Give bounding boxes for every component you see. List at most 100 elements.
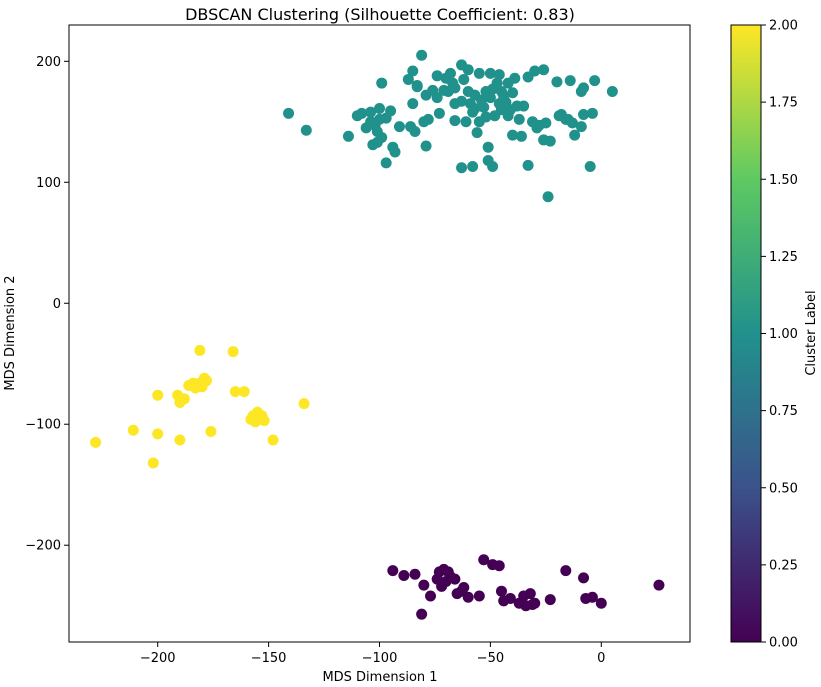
data-point-cluster-0: [473, 590, 485, 602]
data-point-cluster-1: [502, 110, 514, 122]
data-point-cluster-2: [147, 457, 159, 469]
data-point-cluster-1: [529, 65, 541, 77]
data-point-cluster-1: [578, 109, 590, 121]
data-point-cluster-0: [387, 565, 399, 577]
data-point-cluster-1: [444, 67, 456, 79]
data-point-cluster-0: [653, 579, 665, 591]
data-point-cluster-0: [418, 579, 430, 591]
colorbar-tick-label: 1.25: [769, 250, 798, 265]
data-point-cluster-1: [405, 121, 417, 133]
data-point-cluster-1: [449, 115, 461, 127]
data-point-cluster-1: [522, 159, 534, 171]
data-point-cluster-1: [498, 90, 510, 102]
data-point-cluster-1: [431, 70, 443, 82]
data-point-cluster-0: [416, 608, 428, 620]
data-point-cluster-1: [407, 65, 419, 77]
data-point-cluster-0: [398, 569, 410, 581]
data-point-cluster-1: [553, 110, 565, 122]
data-point-cluster-1: [569, 129, 581, 141]
data-point-cluster-1: [471, 127, 483, 139]
data-point-cluster-1: [513, 113, 525, 125]
data-point-cluster-1: [584, 161, 596, 173]
data-point-cluster-1: [493, 69, 505, 81]
data-point-cluster-1: [342, 130, 354, 142]
data-point-cluster-0: [462, 591, 474, 603]
data-point-cluster-2: [174, 396, 186, 408]
data-point-cluster-0: [495, 585, 507, 597]
data-point-cluster-1: [416, 49, 428, 61]
data-point-cluster-0: [478, 554, 490, 566]
data-point-cluster-1: [462, 64, 474, 76]
y-tick-label: 0: [53, 297, 61, 312]
data-point-cluster-0: [560, 565, 572, 577]
data-point-cluster-1: [469, 102, 481, 114]
data-point-cluster-1: [389, 146, 401, 158]
x-axis-label: MDS Dimension 1: [322, 670, 437, 685]
data-point-cluster-1: [467, 161, 479, 173]
data-point-cluster-1: [402, 73, 414, 85]
data-point-cluster-2: [267, 434, 279, 446]
data-point-cluster-1: [533, 119, 545, 131]
data-point-cluster-1: [487, 161, 499, 173]
data-point-cluster-1: [376, 77, 388, 89]
x-tick-label: 0: [597, 651, 605, 666]
data-point-cluster-1: [484, 92, 496, 104]
colorbar: [730, 24, 762, 643]
data-point-cluster-1: [431, 92, 443, 104]
data-point-cluster-2: [205, 425, 217, 437]
data-point-cluster-2: [227, 346, 239, 358]
data-point-cluster-1: [473, 67, 485, 79]
colorbar-tick-label: 1.00: [769, 327, 798, 342]
data-point-cluster-1: [507, 87, 519, 99]
data-point-cluster-1: [551, 76, 563, 88]
data-point-cluster-0: [527, 598, 539, 610]
x-tick-label: −100: [362, 651, 398, 666]
data-point-cluster-1: [420, 140, 432, 152]
colorbar-tick-label: 1.75: [769, 96, 798, 111]
data-point-cluster-1: [484, 67, 496, 79]
data-point-cluster-1: [456, 162, 468, 174]
data-point-cluster-2: [90, 436, 102, 448]
data-point-cluster-1: [482, 141, 494, 153]
data-point-cluster-1: [589, 75, 601, 87]
data-point-cluster-0: [586, 591, 598, 603]
data-point-cluster-1: [491, 77, 503, 89]
data-point-cluster-1: [542, 191, 554, 203]
data-point-cluster-2: [174, 434, 186, 446]
data-point-cluster-1: [458, 73, 470, 85]
y-tick-label: −200: [25, 539, 61, 554]
data-point-cluster-1: [586, 107, 598, 119]
data-point-cluster-1: [300, 124, 312, 136]
data-point-cluster-2: [258, 415, 270, 427]
data-point-cluster-0: [493, 560, 505, 572]
data-point-cluster-1: [385, 105, 397, 117]
data-point-cluster-1: [411, 81, 423, 93]
data-point-cluster-2: [189, 382, 201, 394]
data-point-cluster-2: [298, 398, 310, 410]
data-point-cluster-0: [524, 588, 536, 600]
colorbar-ticks: 0.00 0.25 0.50 0.75 1.00 1.25 1.50 1.75 2.00: [761, 19, 798, 651]
colorbar-tick-label: 2.00: [769, 19, 798, 34]
colorbar-tick-label: 1.50: [769, 173, 798, 188]
scatter-points: [90, 49, 665, 620]
x-axis-ticks: −200 −150 −100 −50 0: [140, 642, 605, 666]
data-point-cluster-2: [249, 416, 261, 428]
x-tick-label: −150: [251, 651, 287, 666]
colorbar-tick-label: 0.25: [769, 558, 798, 573]
data-point-cluster-1: [374, 102, 385, 114]
data-point-cluster-1: [351, 110, 363, 122]
y-tick-label: 100: [36, 176, 61, 191]
data-point-cluster-1: [518, 100, 530, 112]
data-point-cluster-1: [578, 82, 590, 94]
data-point-cluster-2: [152, 428, 164, 440]
data-point-cluster-1: [442, 86, 454, 98]
y-axis-ticks: −200 −100 0 100 200: [25, 55, 69, 554]
data-point-cluster-1: [460, 116, 472, 128]
data-point-cluster-1: [360, 122, 372, 134]
colorbar-tick-label: 0.00: [769, 636, 798, 651]
chart-title: DBSCAN Clustering (Silhouette Coefficien…: [185, 5, 575, 24]
data-point-cluster-0: [578, 572, 590, 584]
data-point-cluster-0: [409, 568, 421, 580]
x-tick-label: −50: [477, 651, 504, 666]
